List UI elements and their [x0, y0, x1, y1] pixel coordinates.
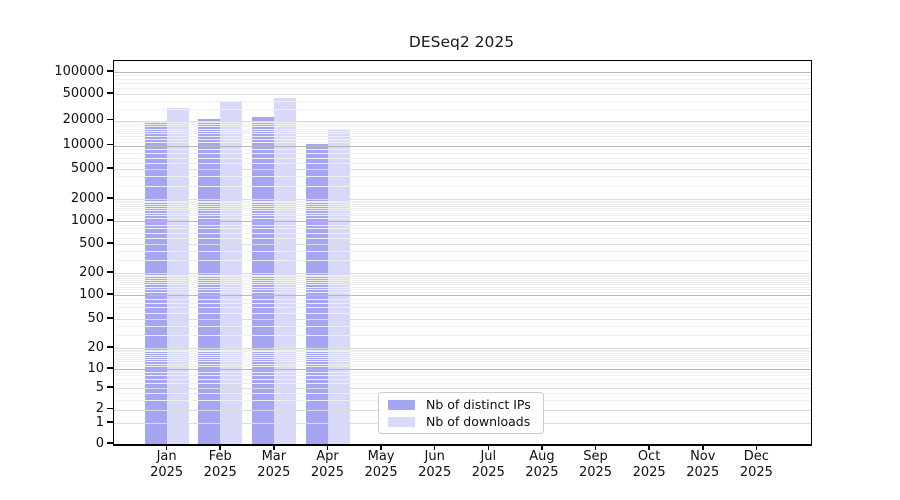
bar-distinct-ips-jan-2025: [144, 122, 167, 444]
y-tick-label-100: 100: [79, 286, 104, 302]
x-tick-mark: [380, 445, 382, 450]
bar-downloads-apr-2025: [327, 129, 350, 444]
legend-label-distinct-ips: Nb of distinct IPs: [426, 397, 531, 412]
x-tick-mark: [701, 445, 704, 450]
y-tick-mark: [107, 143, 113, 146]
y-tick-label-500: 500: [79, 235, 104, 251]
y-tick-mark: [107, 407, 113, 410]
x-tick-label-mar-2025: Mar 2025: [257, 449, 291, 480]
y-tick-label-2: 2: [95, 401, 104, 416]
x-tick-mark: [487, 445, 490, 450]
x-tick-label-dec-2025: Dec 2025: [739, 449, 773, 480]
y-tick-mark: [107, 197, 113, 199]
y-tick-mark: [107, 367, 113, 369]
bar-downloads-feb-2025: [220, 101, 243, 444]
x-tick-mark: [541, 445, 543, 450]
legend-swatch-downloads: [388, 416, 415, 427]
x-tick-mark: [219, 445, 222, 450]
legend-item-downloads: Nb of downloads: [388, 413, 543, 430]
y-tick-mark: [107, 70, 113, 72]
x-tick-label-oct-2025: Oct 2025: [632, 449, 666, 480]
y-tick-label-20: 20: [87, 339, 104, 355]
y-tick-label-10: 10: [87, 360, 104, 376]
bar-distinct-ips-mar-2025: [251, 116, 274, 444]
y-tick-mark: [107, 317, 113, 319]
x-tick-label-apr-2025: Apr 2025: [310, 449, 344, 480]
bar-downloads-jan-2025: [166, 107, 189, 444]
y-tick-mark: [107, 242, 113, 244]
y-tick-mark: [107, 167, 113, 169]
plot-area: [113, 60, 812, 446]
y-tick-mark: [107, 271, 113, 273]
y-tick-label-50: 50: [87, 310, 104, 326]
bar-distinct-ips-feb-2025: [198, 119, 221, 444]
x-tick-label-sep-2025: Sep 2025: [578, 449, 613, 480]
x-tick-label-jan-2025: Jan 2025: [150, 449, 184, 480]
chart-title: DESeq2 2025: [408, 33, 515, 51]
x-tick-label-jul-2025: Jul 2025: [471, 449, 505, 480]
y-tick-label-0: 0: [95, 435, 104, 451]
legend-item-distinct-ips: Nb of distinct IPs: [388, 396, 543, 413]
y-tick-mark: [107, 346, 113, 348]
y-tick-label-200: 200: [79, 264, 104, 280]
x-tick-mark: [433, 445, 436, 450]
y-tick-mark: [107, 421, 113, 423]
legend-label-downloads: Nb of downloads: [426, 414, 531, 429]
y-tick-label-1000: 1000: [70, 212, 104, 228]
y-tick-label-5: 5: [95, 379, 104, 395]
y-tick-mark: [107, 386, 113, 388]
y-tick-label-20000: 20000: [62, 112, 104, 127]
y-tick-label-1: 1: [95, 414, 104, 430]
x-tick-label-may-2025: May 2025: [364, 449, 398, 480]
legend: Nb of distinct IPs Nb of downloads: [378, 392, 544, 434]
x-tick-label-feb-2025: Feb 2025: [203, 449, 237, 480]
y-tick-label-100000: 100000: [54, 63, 104, 79]
y-tick-label-2000: 2000: [70, 190, 104, 206]
y-tick-mark: [107, 92, 113, 94]
y-tick-label-5000: 5000: [70, 160, 104, 176]
x-tick-mark: [648, 445, 650, 450]
bar-downloads-mar-2025: [273, 98, 296, 444]
y-tick-label-10000: 10000: [62, 137, 104, 152]
bars-layer: [114, 61, 811, 444]
x-tick-mark: [594, 445, 597, 450]
y-tick-mark: [107, 118, 113, 121]
legend-swatch-distinct-ips: [388, 399, 415, 410]
y-tick-label-50000: 50000: [62, 85, 104, 101]
y-tick-mark: [107, 219, 113, 221]
x-tick-label-nov-2025: Nov 2025: [686, 449, 720, 480]
x-tick-label-aug-2025: Aug 2025: [525, 449, 559, 480]
x-tick-label-jun-2025: Jun 2025: [418, 449, 452, 480]
x-tick-mark: [273, 445, 275, 450]
x-tick-mark: [165, 445, 168, 450]
x-tick-mark: [755, 445, 758, 450]
x-tick-mark: [326, 445, 329, 450]
y-tick-mark: [107, 442, 113, 444]
bar-distinct-ips-apr-2025: [305, 144, 328, 444]
y-tick-mark: [107, 293, 113, 295]
